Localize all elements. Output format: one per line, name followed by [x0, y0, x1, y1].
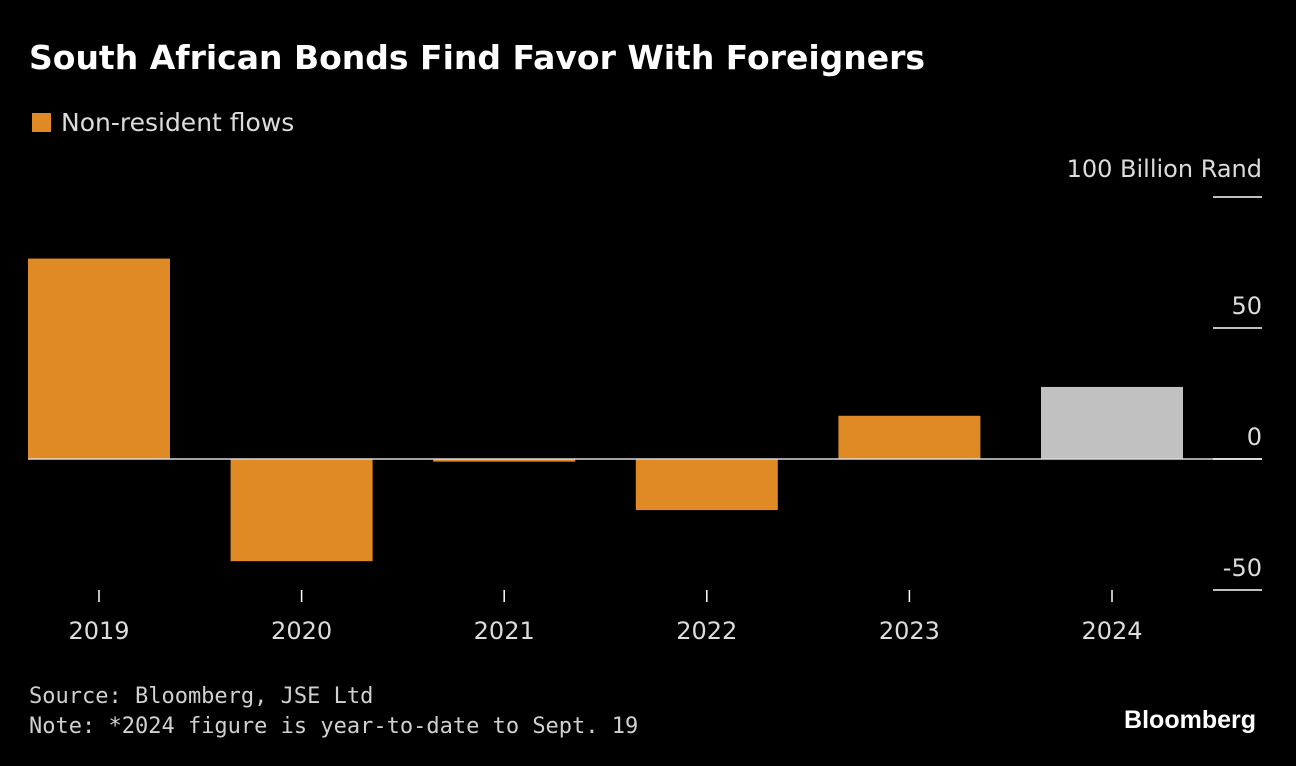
bar-2024 — [1041, 386, 1183, 459]
x-tick-label-2019: 2019 — [68, 617, 129, 645]
x-tick-label-2024: 2024 — [1081, 617, 1142, 645]
x-tick-label-2020: 2020 — [271, 617, 332, 645]
bar-2019 — [28, 258, 170, 459]
bar-2021 — [433, 459, 576, 462]
x-tick-label-2022: 2022 — [676, 617, 737, 645]
source-text: Source: Bloomberg, JSE Ltd — [29, 684, 374, 709]
x-tick-label-2021: 2021 — [474, 617, 535, 645]
legend: Non-resident flows — [32, 108, 294, 137]
bar-2020 — [230, 459, 373, 562]
bar-2023 — [838, 415, 981, 459]
y-tick-label-50: 50 — [1231, 292, 1262, 320]
y-tick-label--50: -50 — [1223, 554, 1262, 582]
bloomberg-logo: Bloomberg — [1124, 706, 1256, 734]
x-tick-label-2023: 2023 — [879, 617, 940, 645]
chart-title: South African Bonds Find Favor With Fore… — [29, 38, 926, 77]
footer: Source: Bloomberg, JSE Ltd Note: *2024 f… — [29, 682, 638, 742]
y-unit-label: 100 Billion Rand — [1067, 155, 1262, 183]
note-text: Note: *2024 figure is year-to-date to Se… — [29, 714, 639, 739]
bar-2022 — [635, 459, 778, 511]
y-tick-label-0: 0 — [1247, 423, 1262, 451]
legend-label: Non-resident flows — [61, 108, 295, 137]
legend-swatch — [32, 113, 51, 132]
